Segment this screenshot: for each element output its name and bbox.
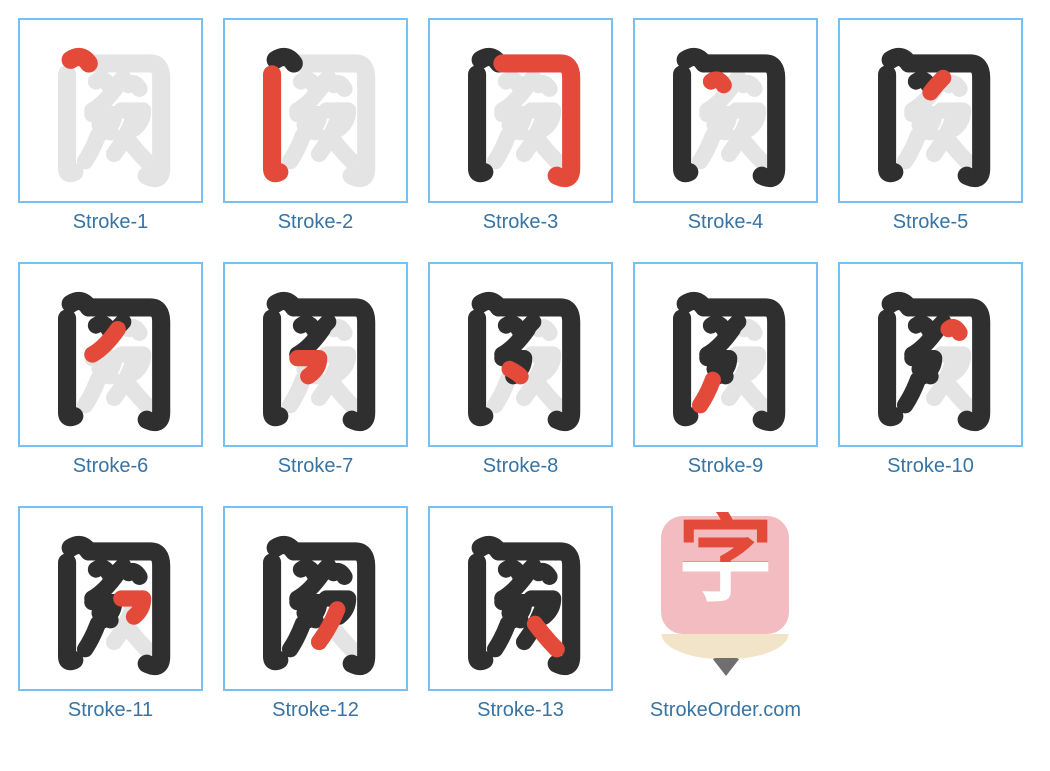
stroke-cell: Stroke-2 — [223, 18, 408, 234]
stroke-label: Stroke-12 — [272, 699, 359, 722]
stroke-cell: Stroke-10 — [838, 262, 1023, 478]
stroke-label: Stroke-7 — [278, 455, 354, 478]
stroke-label: Stroke-9 — [688, 455, 764, 478]
stroke-label: Stroke-5 — [893, 211, 969, 234]
stroke-label: Stroke-8 — [483, 455, 559, 478]
stroke-label: Stroke-10 — [887, 455, 974, 478]
stroke-tile — [18, 262, 203, 447]
stroke-cell: Stroke-12 — [223, 506, 408, 722]
stroke-cell: Stroke-11 — [18, 506, 203, 722]
stroke-tile — [223, 506, 408, 691]
grid-row: Stroke-11 Stroke-12 Stroke-13 字 StrokeOrder.… — [18, 506, 1050, 750]
grid-row: Stroke-1 Stroke-2 Stroke-3 Stroke-4 Stroke-5 — [18, 18, 1050, 262]
stroke-order-grid: Stroke-1 Stroke-2 Stroke-3 Stroke-4 Stroke-5… — [0, 0, 1050, 750]
watermark-character: 字 — [633, 512, 818, 608]
stroke-tile — [18, 18, 203, 203]
stroke-tile — [633, 262, 818, 447]
stroke-tile — [18, 506, 203, 691]
stroke-label: Stroke-2 — [278, 211, 354, 234]
stroke-label: Stroke-13 — [477, 699, 564, 722]
stroke-label: Stroke-11 — [68, 699, 153, 722]
stroke-cell: Stroke-4 — [633, 18, 818, 234]
stroke-tile — [223, 18, 408, 203]
stroke-cell: 字 StrokeOrder.com — [633, 506, 818, 722]
watermark-tile: 字 — [633, 506, 818, 691]
watermark-label: StrokeOrder.com — [650, 699, 801, 722]
stroke-label: Stroke-4 — [688, 211, 764, 234]
stroke-tile — [428, 18, 613, 203]
stroke-tile — [428, 506, 613, 691]
stroke-tile — [428, 262, 613, 447]
grid-row: Stroke-6 Stroke-7 Stroke-8 Stroke-9 Stroke-1… — [18, 262, 1050, 506]
stroke-cell: Stroke-13 — [428, 506, 613, 722]
stroke-tile — [838, 18, 1023, 203]
stroke-tile — [633, 18, 818, 203]
stroke-label: Stroke-3 — [483, 211, 559, 234]
stroke-cell: Stroke-5 — [838, 18, 1023, 234]
stroke-cell: Stroke-1 — [18, 18, 203, 234]
stroke-tile — [838, 262, 1023, 447]
stroke-tile — [223, 262, 408, 447]
stroke-label: Stroke-1 — [73, 211, 149, 234]
stroke-cell: Stroke-7 — [223, 262, 408, 478]
stroke-cell: Stroke-3 — [428, 18, 613, 234]
stroke-cell: Stroke-8 — [428, 262, 613, 478]
stroke-label: Stroke-6 — [73, 455, 149, 478]
stroke-cell: Stroke-9 — [633, 262, 818, 478]
stroke-cell: Stroke-6 — [18, 262, 203, 478]
